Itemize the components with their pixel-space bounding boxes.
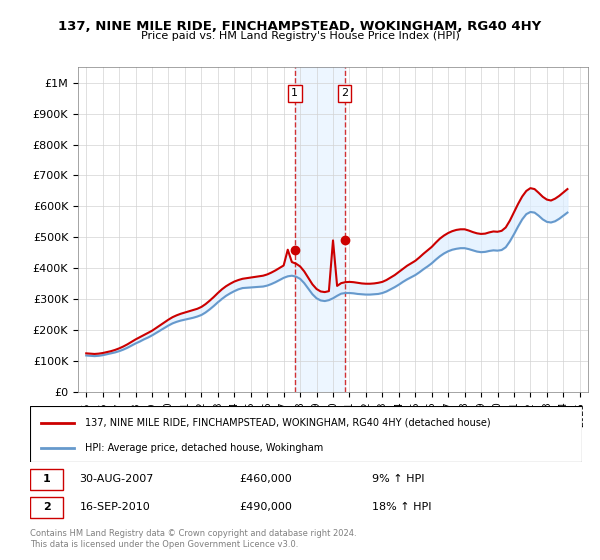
Text: 16-SEP-2010: 16-SEP-2010 <box>80 502 151 512</box>
Text: This data is licensed under the Open Government Licence v3.0.: This data is licensed under the Open Gov… <box>30 540 298 549</box>
Text: 18% ↑ HPI: 18% ↑ HPI <box>372 502 432 512</box>
Text: 9% ↑ HPI: 9% ↑ HPI <box>372 474 425 484</box>
Text: 1: 1 <box>43 474 50 484</box>
Text: Price paid vs. HM Land Registry's House Price Index (HPI): Price paid vs. HM Land Registry's House … <box>140 31 460 41</box>
Text: £490,000: £490,000 <box>240 502 293 512</box>
Bar <box>295 67 344 392</box>
Text: 30-AUG-2007: 30-AUG-2007 <box>80 474 154 484</box>
FancyBboxPatch shape <box>30 406 582 462</box>
Text: Contains HM Land Registry data © Crown copyright and database right 2024.: Contains HM Land Registry data © Crown c… <box>30 529 356 538</box>
Text: 137, NINE MILE RIDE, FINCHAMPSTEAD, WOKINGHAM, RG40 4HY (detached house): 137, NINE MILE RIDE, FINCHAMPSTEAD, WOKI… <box>85 418 491 428</box>
Text: 1: 1 <box>291 88 298 98</box>
Text: 2: 2 <box>341 88 348 98</box>
Text: £460,000: £460,000 <box>240 474 293 484</box>
FancyBboxPatch shape <box>30 497 63 518</box>
FancyBboxPatch shape <box>30 469 63 490</box>
Text: 2: 2 <box>43 502 50 512</box>
Text: 137, NINE MILE RIDE, FINCHAMPSTEAD, WOKINGHAM, RG40 4HY: 137, NINE MILE RIDE, FINCHAMPSTEAD, WOKI… <box>58 20 542 32</box>
Text: HPI: Average price, detached house, Wokingham: HPI: Average price, detached house, Woki… <box>85 443 323 453</box>
